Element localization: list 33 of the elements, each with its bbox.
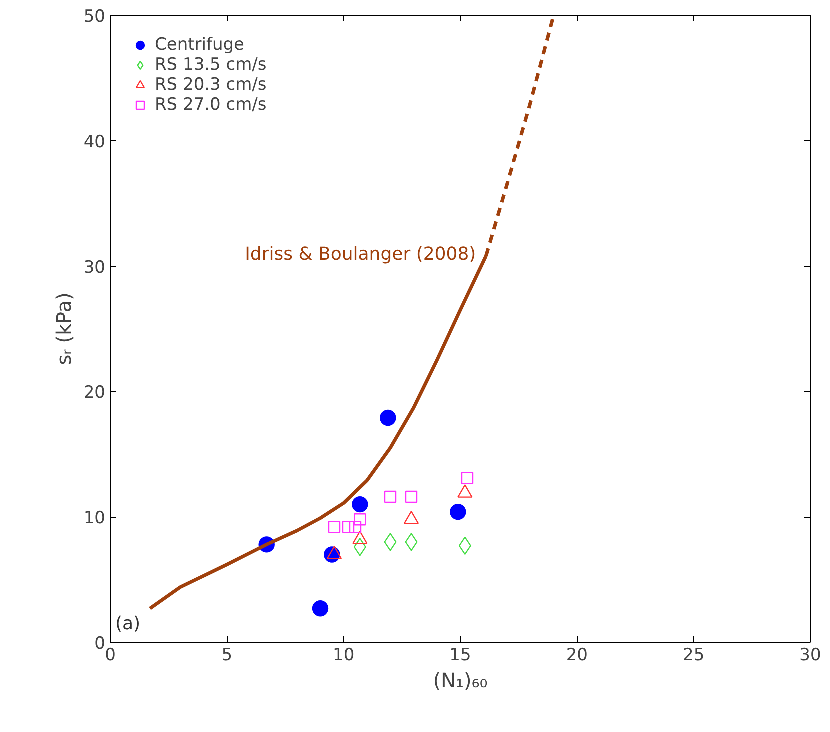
point: [352, 496, 368, 513]
point: [450, 504, 466, 520]
point: [328, 521, 341, 534]
point: [405, 490, 418, 504]
x-tick-label: 10: [333, 646, 355, 666]
point: [384, 533, 397, 552]
point: [354, 514, 366, 526]
x-tick-label: 20: [566, 646, 588, 666]
x-tick-label: 5: [222, 646, 233, 666]
point: [380, 410, 396, 426]
point: [354, 538, 366, 556]
series-label: Idriss & Boulanger (2008): [245, 244, 476, 265]
point: [349, 521, 362, 534]
point: [312, 600, 329, 617]
legend-label: RS 13.5 cm/s: [155, 55, 267, 75]
point: [342, 521, 355, 534]
y-tick-label: 40: [84, 132, 106, 152]
legend-label: RS 27.0 cm/s: [155, 95, 267, 115]
point: [405, 533, 418, 552]
y-axis-title: sᵣ (kPa): [52, 292, 76, 366]
x-axis-title: (N₁)₆₀: [433, 668, 488, 692]
x-tick-label: 30: [800, 646, 822, 666]
legend-label: Centrifuge: [155, 35, 244, 55]
y-tick-label: 50: [84, 7, 106, 27]
point: [384, 490, 397, 504]
annotation: (a): [116, 614, 141, 634]
y-tick-label: 30: [84, 258, 106, 278]
y-tick-label: 10: [84, 508, 106, 529]
point: [461, 472, 474, 484]
legend-label: RS 20.3 cm/s: [155, 75, 267, 95]
y-tick-label: 20: [84, 383, 106, 404]
x-tick-label: 15: [450, 646, 472, 666]
x-tick-label: 25: [683, 646, 705, 666]
